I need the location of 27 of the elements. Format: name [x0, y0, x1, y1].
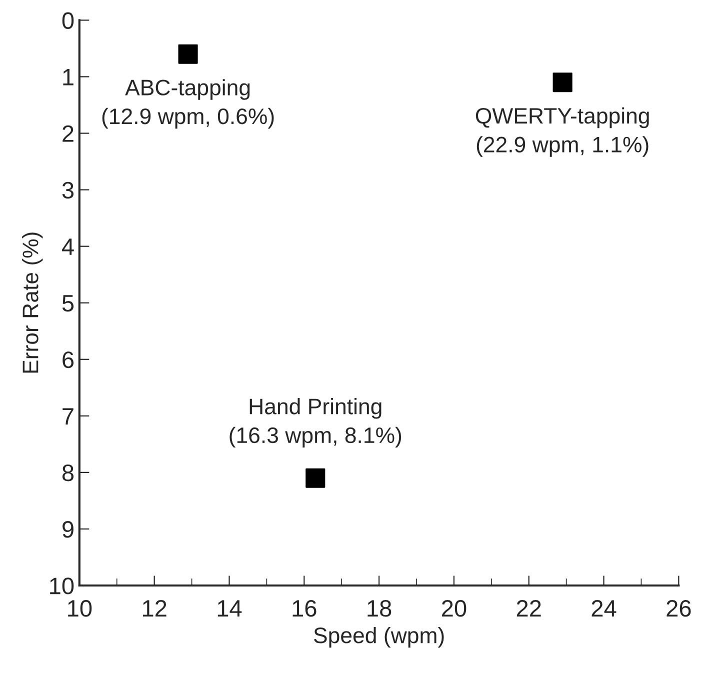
- y-tick-label: 7: [62, 408, 74, 424]
- y-tick-label: 10: [50, 578, 74, 594]
- y-tick-label: 1: [63, 69, 74, 86]
- annotation: ABC-tapping (12.9 wpm, 0.6%): [102, 79, 274, 129]
- y-tick-label: 6: [62, 351, 74, 368]
- y-tick-label: 2: [62, 125, 74, 142]
- annotation: Hand Printing (16.3 wpm, 8.1%): [230, 398, 402, 448]
- point: [552, 72, 572, 92]
- x-tick-label: 20: [442, 600, 466, 617]
- y-tick-label: 9: [62, 521, 74, 538]
- y-tick-label: 8: [62, 464, 74, 482]
- annotation: QWERTY-tapping (22.9 wpm, 1.1%): [476, 107, 649, 157]
- y-tick-label: 0: [62, 12, 74, 29]
- point: [306, 468, 326, 488]
- y-tick-label: 5: [62, 295, 74, 312]
- point: [178, 44, 198, 64]
- x-axis-title: Speed (wpm): [314, 626, 444, 648]
- x-tick-label: 12: [143, 600, 166, 617]
- x-tick-label: 18: [368, 600, 392, 617]
- x-tick-label: 22: [516, 600, 541, 617]
- y-axis-title: Error Rate (%): [22, 232, 43, 373]
- y-tick-label: 3: [62, 182, 74, 199]
- x-tick-label: 16: [292, 600, 316, 617]
- x-tick-label: 24: [592, 600, 616, 617]
- x-tick-label: 26: [666, 600, 691, 617]
- y-tick-label: 4: [62, 238, 74, 255]
- x-tick-label: 14: [218, 600, 242, 617]
